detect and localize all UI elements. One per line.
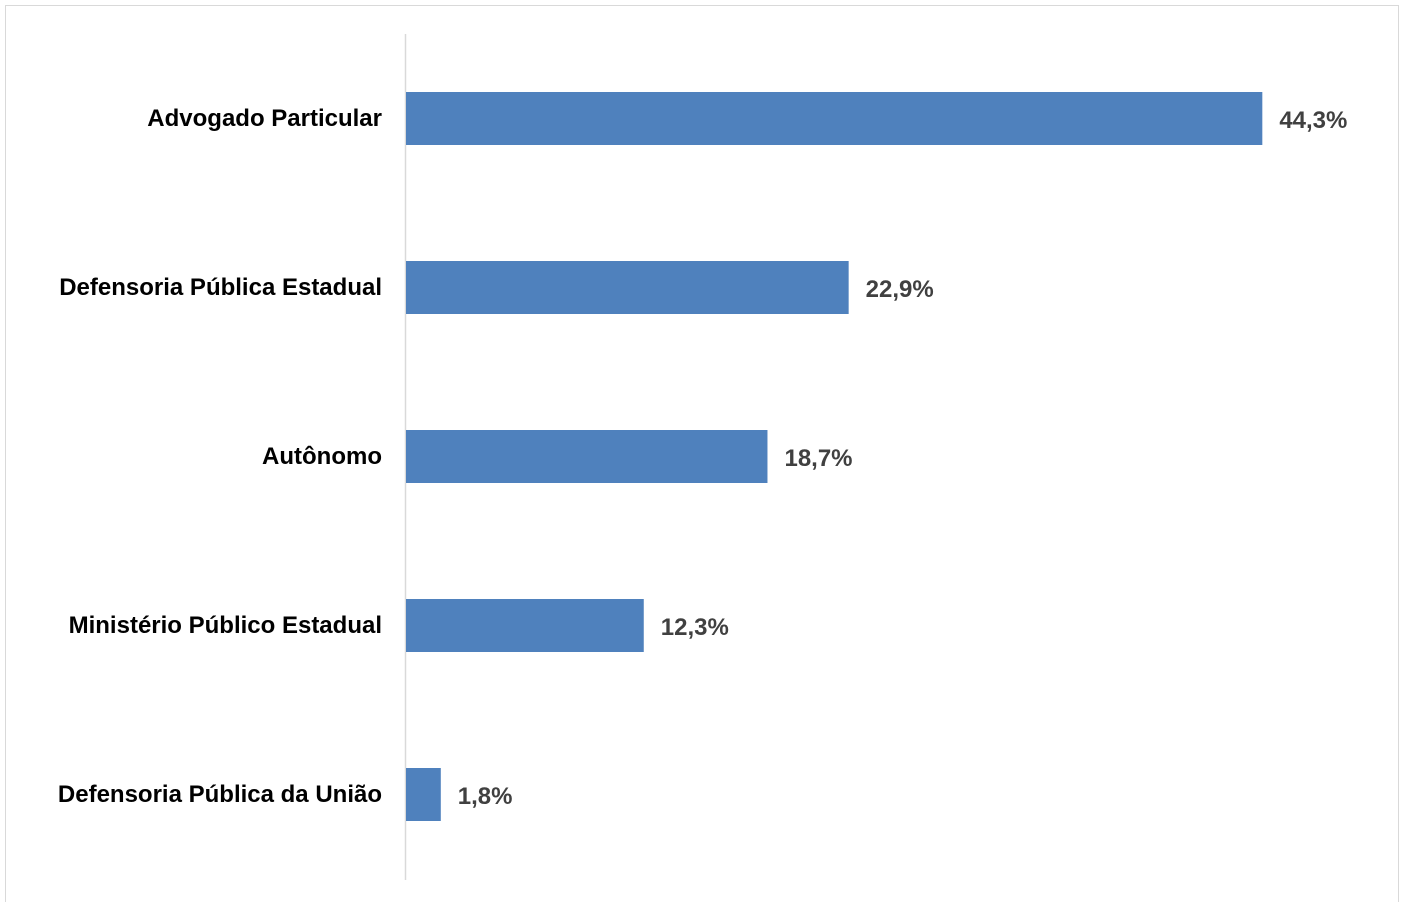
- value-label: 44,3%: [1279, 107, 1347, 134]
- bar-0: [406, 92, 1263, 145]
- category-label: Autônomo: [262, 443, 382, 470]
- value-label: 22,9%: [866, 276, 934, 303]
- value-label: 1,8%: [458, 783, 513, 810]
- bar-3: [406, 599, 644, 652]
- category-label: Advogado Particular: [147, 105, 382, 132]
- bar-2: [406, 430, 768, 483]
- value-label: 18,7%: [784, 445, 852, 472]
- bars-layer: [406, 92, 1263, 821]
- category-label: Defensoria Pública Estadual: [59, 274, 382, 301]
- bar-1: [406, 261, 849, 314]
- bar-4: [406, 768, 441, 821]
- labels-layer: Advogado Particular 44,3% Defensoria Públi…: [58, 105, 1347, 810]
- value-label: 12,3%: [661, 614, 729, 641]
- category-label: Defensoria Pública da União: [58, 781, 382, 808]
- category-label: Ministério Público Estadual: [69, 612, 382, 639]
